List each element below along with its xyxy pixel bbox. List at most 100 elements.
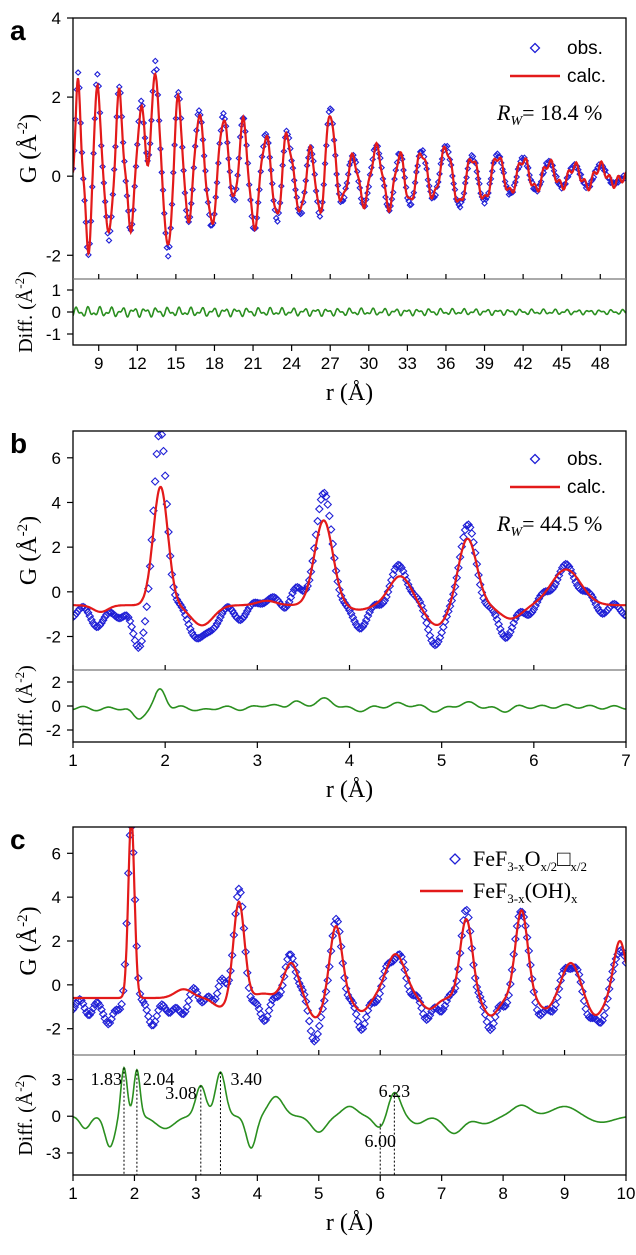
obs-point [340,973,349,983]
obs-point [190,984,200,994]
obs-point [449,589,458,599]
obs-point [502,998,512,1007]
legend-calc-label: calc. [567,66,606,87]
obs-point [348,612,358,622]
obs-point [152,1011,162,1021]
y-tick-label: 4 [52,9,61,28]
obs-point [325,962,334,971]
obs-point [298,209,306,217]
obs-point [105,237,113,244]
annotation-label: 6.23 [379,1081,411,1101]
obs-series [73,431,626,653]
obs-point [554,984,564,994]
y-tick-diff-label: 2 [52,673,61,692]
legend-obs-marker [449,853,461,865]
obs-point [485,1025,495,1035]
obs-point [419,147,427,154]
obs-point [490,610,500,620]
obs-point [164,252,172,260]
x-axis-label: r (Å) [326,1210,373,1236]
panel-letter: b [10,428,27,459]
obs-point [93,998,103,1008]
obs-point [135,641,145,651]
obs-point [456,203,464,211]
obs-point [351,1009,361,1019]
y-tick-label: 0 [52,976,61,995]
annotation-label: 3.08 [165,1083,197,1103]
annotation-label: 2.04 [143,1069,175,1089]
legend-obs-marker [529,42,541,54]
y-tick-diff-label: 1 [52,281,61,300]
obs-point [527,607,537,617]
obs-point [443,606,453,616]
obs-point [137,97,145,105]
obs-point [157,431,167,439]
obs-point [323,976,333,985]
rw-label: RW= 44.5 % [496,511,602,540]
obs-point [80,1003,90,1013]
diff-label-prefix: Diff. (Å [15,682,37,747]
obs-point [103,608,113,618]
obs-point [397,563,406,573]
obs-point [299,198,307,206]
obs-point [209,624,219,633]
y-label-suffix: ) [16,516,42,524]
obs-point [153,66,160,74]
obs-point [365,607,374,617]
obs-point [403,580,413,589]
obs-point [90,1000,100,1009]
obs-point [358,622,368,632]
x-tick-label: 3 [191,1184,200,1203]
obs-point [603,994,612,1003]
calc-line [73,827,626,1019]
obs-point [214,981,224,991]
x-tick-label: 9 [94,354,103,373]
rw-sub: W [510,114,523,129]
obs-point [413,993,423,1003]
obs-point [418,1009,428,1019]
legend-calc-label: FeF3-x(OH)x [473,878,578,906]
y-tick-diff-label: 0 [52,303,61,322]
legend-obs-marker [529,453,541,465]
obs-point [578,987,587,996]
obs-point [184,619,194,629]
obs-point [437,1006,447,1016]
y-tick-diff-label: 0 [52,697,61,716]
obs-point [621,174,626,182]
obs-point [319,488,329,498]
obs-point [445,601,455,611]
obs-point [123,612,133,622]
obs-point [383,587,393,597]
y-tick-label: -2 [46,627,61,646]
legend-obs-label: obs. [567,449,603,470]
legend-obs-a: FeF [473,846,507,871]
obs-point [361,1012,371,1022]
obs-point [309,1036,319,1046]
y-tick-diff-label: 3 [52,1070,61,1089]
obs-point [474,570,483,580]
obs-point [85,611,95,621]
y-tick-label: 0 [52,167,61,186]
obs-point [229,609,239,618]
y-tick-label: 2 [52,932,61,951]
y-axis-label-main: G (Å-2) [15,516,42,585]
obs-point [164,1008,173,1017]
obs-point [94,70,101,78]
obs-point [208,221,216,229]
x-tick-label: 1 [68,751,77,770]
obs-point [459,532,468,542]
obs-point [549,582,559,592]
obs-point [336,591,346,601]
diff-label-sup: -2 [12,672,27,683]
obs-point [450,582,460,591]
obs-point [281,602,291,612]
obs-point [112,1005,121,1015]
obs-point [306,1026,316,1036]
y-label-prefix: G (Å [16,926,42,975]
obs-point [170,590,180,600]
x-tick-label: 8 [498,1184,507,1203]
obs-point [150,477,160,486]
x-tick-label: 42 [514,354,533,373]
y-axis-label-main: G (Å-2) [15,906,42,975]
